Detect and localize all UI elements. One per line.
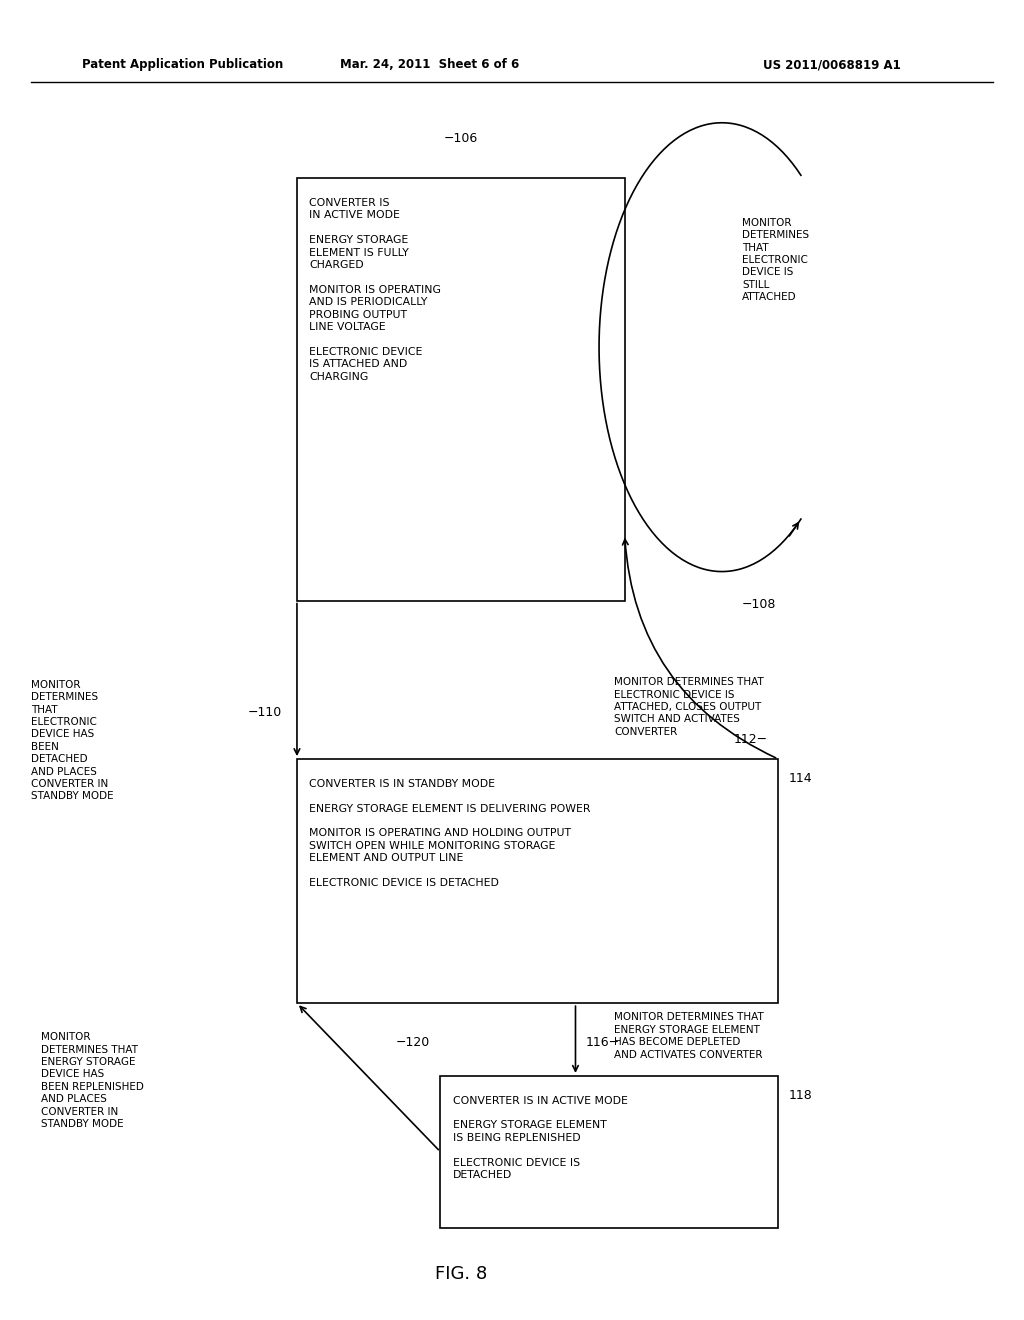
Text: Patent Application Publication: Patent Application Publication	[82, 58, 284, 71]
Text: CONVERTER IS IN ACTIVE MODE

ENERGY STORAGE ELEMENT
IS BEING REPLENISHED

ELECTR: CONVERTER IS IN ACTIVE MODE ENERGY STORA…	[453, 1096, 628, 1180]
Text: 114: 114	[788, 772, 812, 785]
Text: FIG. 8: FIG. 8	[434, 1265, 487, 1283]
FancyBboxPatch shape	[297, 178, 625, 601]
Text: MONITOR
DETERMINES THAT
ENERGY STORAGE
DEVICE HAS
BEEN REPLENISHED
AND PLACES
CO: MONITOR DETERMINES THAT ENERGY STORAGE D…	[41, 1032, 143, 1129]
Text: MONITOR DETERMINES THAT
ELECTRONIC DEVICE IS
ATTACHED, CLOSES OUTPUT
SWITCH AND : MONITOR DETERMINES THAT ELECTRONIC DEVIC…	[614, 677, 764, 737]
Text: 116−: 116−	[586, 1036, 620, 1049]
FancyBboxPatch shape	[297, 759, 778, 1003]
Text: CONVERTER IS
IN ACTIVE MODE

ENERGY STORAGE
ELEMENT IS FULLY
CHARGED

MONITOR IS: CONVERTER IS IN ACTIVE MODE ENERGY STORA…	[309, 198, 441, 381]
FancyBboxPatch shape	[440, 1076, 778, 1228]
Text: Mar. 24, 2011  Sheet 6 of 6: Mar. 24, 2011 Sheet 6 of 6	[340, 58, 520, 71]
Text: 118: 118	[788, 1089, 812, 1102]
Text: 112−: 112−	[734, 733, 768, 746]
Text: −108: −108	[741, 598, 776, 611]
Text: MONITOR DETERMINES THAT
ENERGY STORAGE ELEMENT
HAS BECOME DEPLETED
AND ACTIVATES: MONITOR DETERMINES THAT ENERGY STORAGE E…	[614, 1012, 764, 1060]
Text: −110: −110	[248, 706, 282, 719]
Text: −120: −120	[396, 1036, 430, 1049]
Text: −106: −106	[443, 132, 478, 145]
Text: MONITOR
DETERMINES
THAT
ELECTRONIC
DEVICE HAS
BEEN
DETACHED
AND PLACES
CONVERTER: MONITOR DETERMINES THAT ELECTRONIC DEVIC…	[31, 680, 114, 801]
Text: US 2011/0068819 A1: US 2011/0068819 A1	[763, 58, 901, 71]
Text: CONVERTER IS IN STANDBY MODE

ENERGY STORAGE ELEMENT IS DELIVERING POWER

MONITO: CONVERTER IS IN STANDBY MODE ENERGY STOR…	[309, 779, 591, 888]
Text: MONITOR
DETERMINES
THAT
ELECTRONIC
DEVICE IS
STILL
ATTACHED: MONITOR DETERMINES THAT ELECTRONIC DEVIC…	[742, 218, 810, 302]
